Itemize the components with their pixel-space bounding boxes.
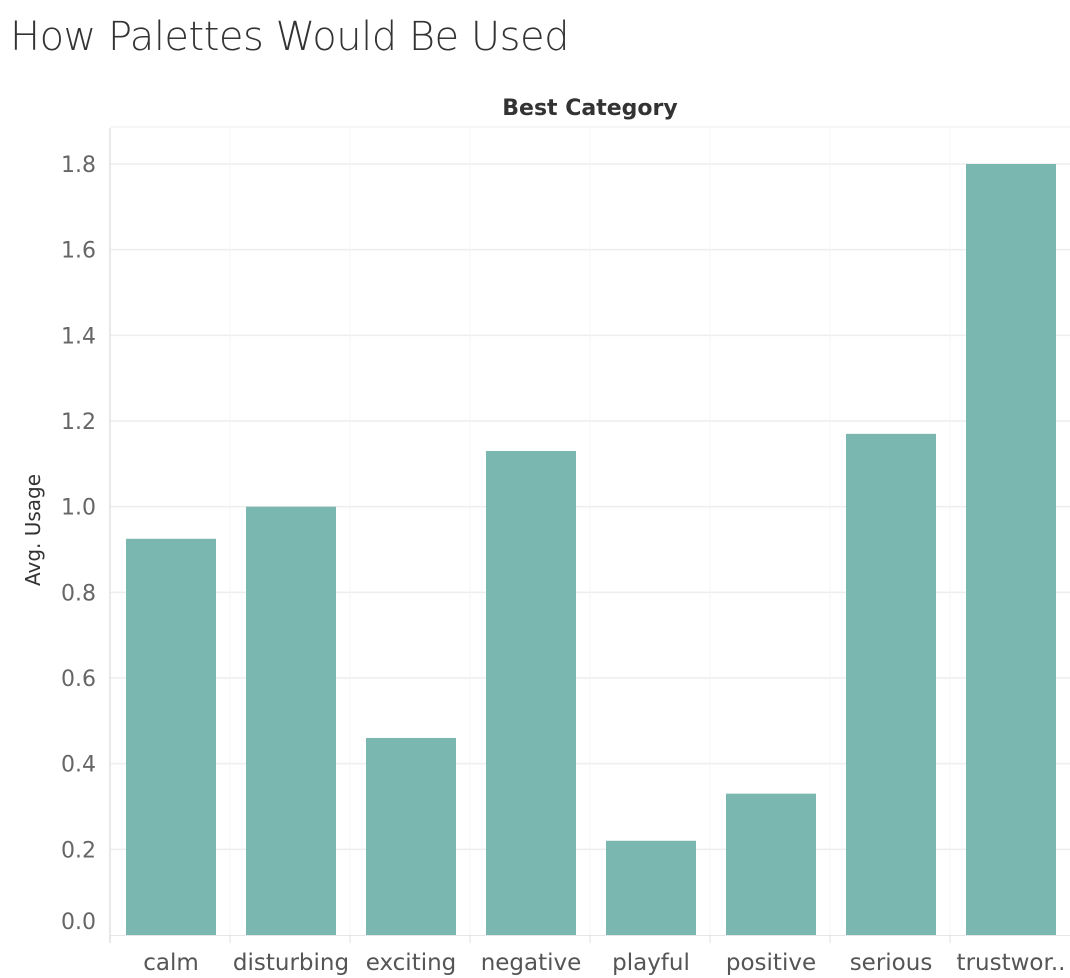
bar-exciting[interactable]: [366, 737, 456, 935]
axes: Best Category Avg. Usage: [21, 96, 1070, 943]
page-title: How Palettes Would Be Used: [10, 14, 569, 60]
bar-serious[interactable]: [846, 433, 936, 935]
bar-disturbing[interactable]: [246, 506, 336, 935]
y-tick-label: 0.2: [61, 838, 96, 863]
x-category-labels: calm disturbing exciting negative playful pos…: [143, 950, 1065, 976]
y-tick-label: 0.6: [61, 667, 96, 692]
bar-playful[interactable]: [606, 840, 696, 935]
bar-negative[interactable]: [486, 450, 576, 935]
x-category-label: playful: [612, 950, 690, 976]
column-header: Best Category: [502, 96, 677, 121]
y-tick-label: 1.8: [61, 153, 96, 178]
x-category-label: serious: [850, 950, 933, 976]
y-axis-label: Avg. Usage: [21, 474, 45, 586]
y-tick-label: 1.0: [61, 496, 96, 521]
y-tick-label: 0.8: [61, 581, 96, 606]
y-tick-label: 1.2: [61, 410, 96, 435]
y-tick-labels: 0.0 0.2 0.4 0.6 0.8 1.0 1.2 1.4 1.6 1.8: [61, 153, 96, 935]
x-category-label: trustwor..: [957, 950, 1066, 976]
x-category-label: exciting: [366, 950, 457, 976]
x-category-label: calm: [143, 950, 199, 976]
bars: [126, 164, 1056, 935]
x-category-label: positive: [726, 950, 816, 976]
y-tick-label: 0.4: [61, 753, 96, 778]
y-tick-label: 1.6: [61, 239, 96, 264]
bar-positive[interactable]: [726, 793, 816, 935]
x-category-label: disturbing: [233, 950, 349, 976]
x-category-label: negative: [481, 950, 582, 976]
bar-trustwor[interactable]: [966, 164, 1056, 935]
bar-calm[interactable]: [126, 538, 216, 935]
y-tick-label: 1.4: [61, 324, 96, 349]
y-tick-label: 0.0: [61, 910, 96, 935]
